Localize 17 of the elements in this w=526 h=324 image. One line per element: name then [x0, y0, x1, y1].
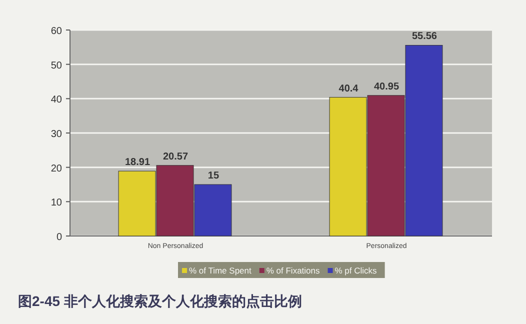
data-label: 55.56 — [412, 31, 438, 42]
y-tick-label: 40 — [50, 94, 62, 106]
data-label: 18.91 — [125, 157, 150, 168]
data-label: 40.4 — [338, 83, 359, 94]
y-tick-label: 20 — [50, 163, 62, 174]
y-tick-label: 50 — [50, 60, 62, 72]
legend-label: % of Fixations — [266, 266, 320, 276]
y-tick-label: 10 — [50, 198, 62, 209]
y-tick-label: 0 — [56, 232, 62, 243]
legend-label: % of Time Spent — [189, 266, 252, 276]
data-label: 20.57 — [162, 151, 188, 162]
legend-label: % pf Clicks — [334, 266, 377, 276]
y-tick-label: 60 — [50, 26, 62, 37]
data-label: 40.95 — [374, 81, 400, 92]
text: 图2-45 非个人化搜索及个人化搜索的点击比例 — [18, 293, 302, 309]
data-label: 15 — [208, 170, 220, 182]
y-tick-label: 30 — [50, 129, 62, 140]
